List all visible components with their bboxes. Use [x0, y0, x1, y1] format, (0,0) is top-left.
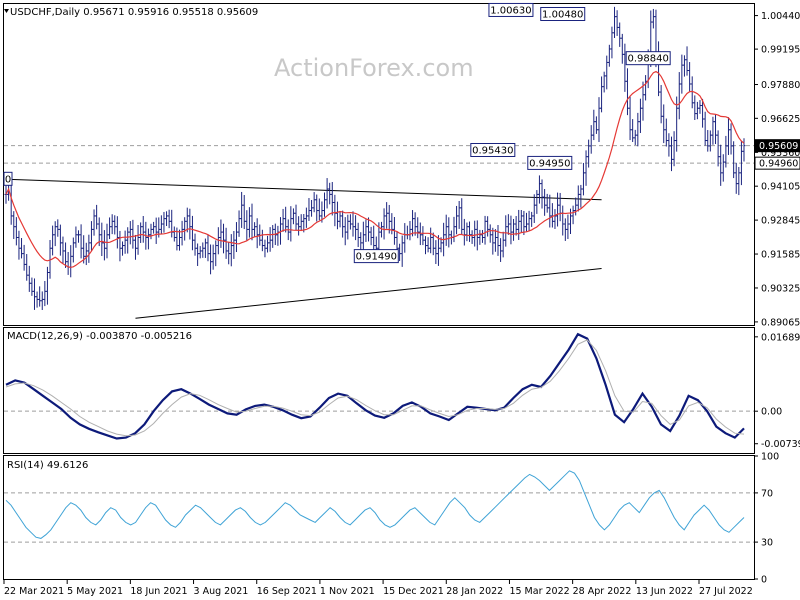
- macd-panel-frame: [3, 327, 755, 454]
- price-tag-label: 0.94960: [759, 159, 798, 170]
- annotation-box: [488, 2, 534, 17]
- rsi-tick-label: 0: [761, 575, 767, 586]
- annotation-box: [470, 142, 516, 157]
- macd-header-label: MACD(12,26,9) -0.003870 -0.005216: [7, 331, 192, 342]
- date-tick-label: 3 Aug 2021: [194, 586, 249, 597]
- rsi-header-label: RSI(14) 49.6126: [7, 460, 88, 471]
- price-tick-label: 0.94105: [761, 182, 800, 193]
- annotation-label: 0.95430: [472, 145, 513, 156]
- date-tick-label: 16 Sep 2021: [257, 586, 317, 597]
- price-tick-label: 0.95360: [761, 148, 800, 159]
- dropdown-triangle-icon[interactable]: [4, 9, 9, 13]
- rsi-tick-label: 70: [761, 488, 773, 499]
- moving-average-polyline: [5, 70, 745, 268]
- annotation-label: 1.00480: [542, 10, 583, 21]
- annotation-box: [353, 249, 399, 264]
- date-tick-label: 27 Jul 2022: [699, 586, 753, 597]
- price-tick-label: 0.97880: [761, 80, 800, 91]
- date-tick-label: 28 Apr 2022: [573, 586, 632, 597]
- rsi-line: [5, 470, 745, 539]
- annotation-label: 0.98840: [628, 54, 669, 65]
- trendline-lower: [135, 267, 602, 319]
- price-tick-label: 0.99195: [761, 45, 800, 56]
- rsi-panel-frame: [3, 455, 755, 580]
- macd-line: [5, 332, 745, 440]
- trendlines: [5, 178, 602, 319]
- date-tick-label: 1 Nov 2021: [320, 586, 375, 597]
- price-tick-label: 0.89065: [761, 317, 800, 328]
- annotation-box: [527, 155, 573, 170]
- date-tick-label: 18 Jun 2021: [130, 586, 187, 597]
- macd-tick-label: 0.00: [761, 407, 782, 418]
- price-tick-label: 0.96625: [761, 114, 800, 125]
- date-tick-label: 22 Mar 2021: [4, 586, 64, 597]
- macd-series: [5, 332, 745, 440]
- date-tick-label: 28 Jan 2022: [446, 586, 503, 597]
- macd-tick-label: 0.016893: [761, 332, 800, 343]
- price-tick-label: 1.00440: [761, 11, 800, 22]
- price-tag-label: 0.95609: [759, 141, 798, 152]
- annotation-label: 0: [5, 174, 11, 185]
- price-y-axis: 1.00440 0.99195 0.97880 0.96625 0.95360 0.941…: [754, 11, 800, 328]
- price-tick-label: 0.91585: [761, 250, 800, 261]
- date-x-axis: 22 Mar 2021 5 May 2021 18 Jun 2021 3 Aug 20…: [3, 580, 753, 597]
- price-tag-box: [754, 156, 800, 170]
- annotation-box: [625, 51, 671, 66]
- annotation-label: 0.91490: [356, 252, 397, 263]
- moving-average-line: [5, 70, 745, 268]
- price-grid-lines: [4, 145, 754, 164]
- trendline-upper: [5, 178, 602, 201]
- rsi-tick-label: 100: [761, 452, 779, 463]
- macd-y-axis: 0.016893 0.00 -0.007393: [754, 332, 800, 450]
- rsi-grid-lines: [4, 492, 754, 543]
- price-tick-label: 0.92845: [761, 216, 800, 227]
- price-tick-label: 0.90325: [761, 283, 800, 294]
- annotation-box: [540, 7, 586, 22]
- date-tick-label: 13 Jun 2022: [636, 586, 693, 597]
- annotation-label: 0.94950: [529, 158, 570, 169]
- macd-signal-line: [5, 339, 745, 437]
- price-annotations: 1.00630 1.00480 0.98840 0.95430 0.94950 0.914…: [3, 2, 671, 264]
- date-tick-label: 5 May 2021: [67, 586, 123, 597]
- rsi-series: [5, 470, 745, 539]
- date-tick-label: 15 Dec 2021: [383, 586, 444, 597]
- rsi-tick-label: 30: [761, 538, 773, 549]
- price-header-label: USDCHF,Daily 0.95671 0.95916 0.95518 0.9…: [10, 7, 258, 18]
- rsi-y-axis: 100 70 30 0: [754, 452, 779, 586]
- annotation-label: 1.00630: [490, 5, 531, 16]
- annotation-box: [3, 171, 13, 186]
- watermark-text: ActionForex.com: [274, 54, 474, 82]
- macd-tick-label: -0.007393: [761, 439, 800, 450]
- price-tag-box: [754, 139, 800, 153]
- date-tick-label: 15 Mar 2022: [509, 586, 569, 597]
